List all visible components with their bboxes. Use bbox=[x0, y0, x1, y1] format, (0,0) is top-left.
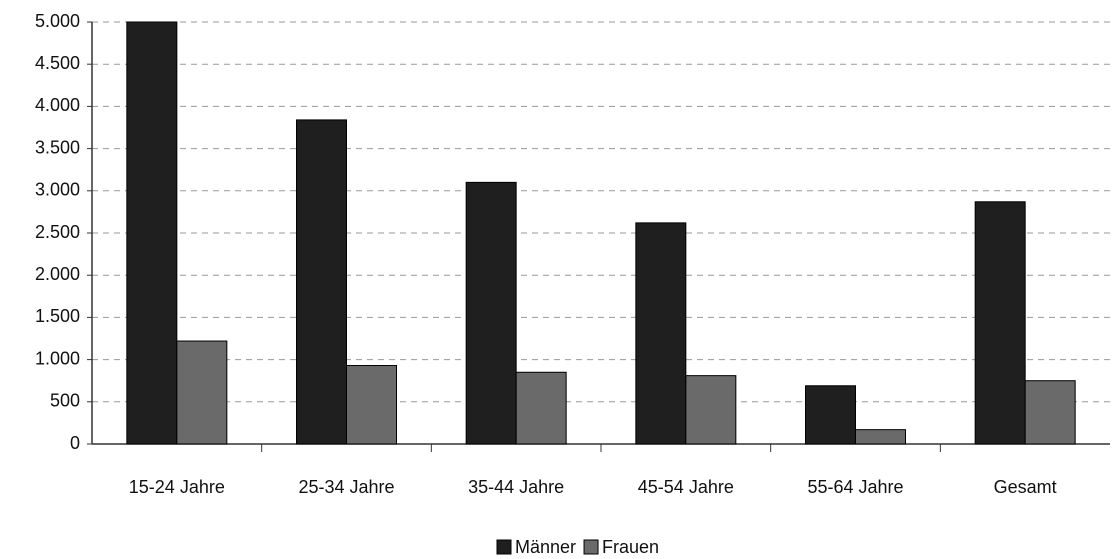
x-tick-label: 25-34 Jahre bbox=[298, 477, 394, 497]
y-tick-label: 5.000 bbox=[35, 11, 80, 31]
y-tick-label: 3.000 bbox=[35, 180, 80, 200]
y-tick-label: 1.000 bbox=[35, 348, 80, 368]
bar bbox=[126, 21, 178, 445]
bar bbox=[465, 181, 517, 445]
legend-swatch bbox=[496, 539, 512, 555]
legend-label: Männer bbox=[515, 537, 576, 557]
legend-label: Frauen bbox=[602, 537, 659, 557]
bar bbox=[685, 375, 737, 445]
x-tick-label: Gesamt bbox=[994, 477, 1057, 497]
y-tick-label: 0 bbox=[70, 433, 80, 453]
y-tick-label: 500 bbox=[50, 391, 80, 411]
x-tick-label: 35-44 Jahre bbox=[468, 477, 564, 497]
bar bbox=[176, 340, 228, 445]
y-tick-label: 1.500 bbox=[35, 306, 80, 326]
x-tick-label: 45-54 Jahre bbox=[638, 477, 734, 497]
x-tick-label: 15-24 Jahre bbox=[129, 477, 225, 497]
bar bbox=[515, 371, 567, 445]
bar bbox=[974, 201, 1026, 445]
bar bbox=[346, 365, 397, 445]
x-tick-label: 55-64 Jahre bbox=[807, 477, 903, 497]
bar bbox=[805, 385, 856, 445]
legend-swatch bbox=[583, 539, 599, 555]
bar bbox=[296, 119, 347, 445]
bar bbox=[1024, 380, 1076, 445]
y-tick-label: 2.500 bbox=[35, 222, 80, 242]
y-tick-label: 3.500 bbox=[35, 137, 80, 157]
bar bbox=[635, 222, 687, 445]
y-tick-label: 2.000 bbox=[35, 264, 80, 284]
y-tick-label: 4.000 bbox=[35, 95, 80, 115]
y-tick-label: 4.500 bbox=[35, 53, 80, 73]
bar bbox=[855, 429, 906, 445]
